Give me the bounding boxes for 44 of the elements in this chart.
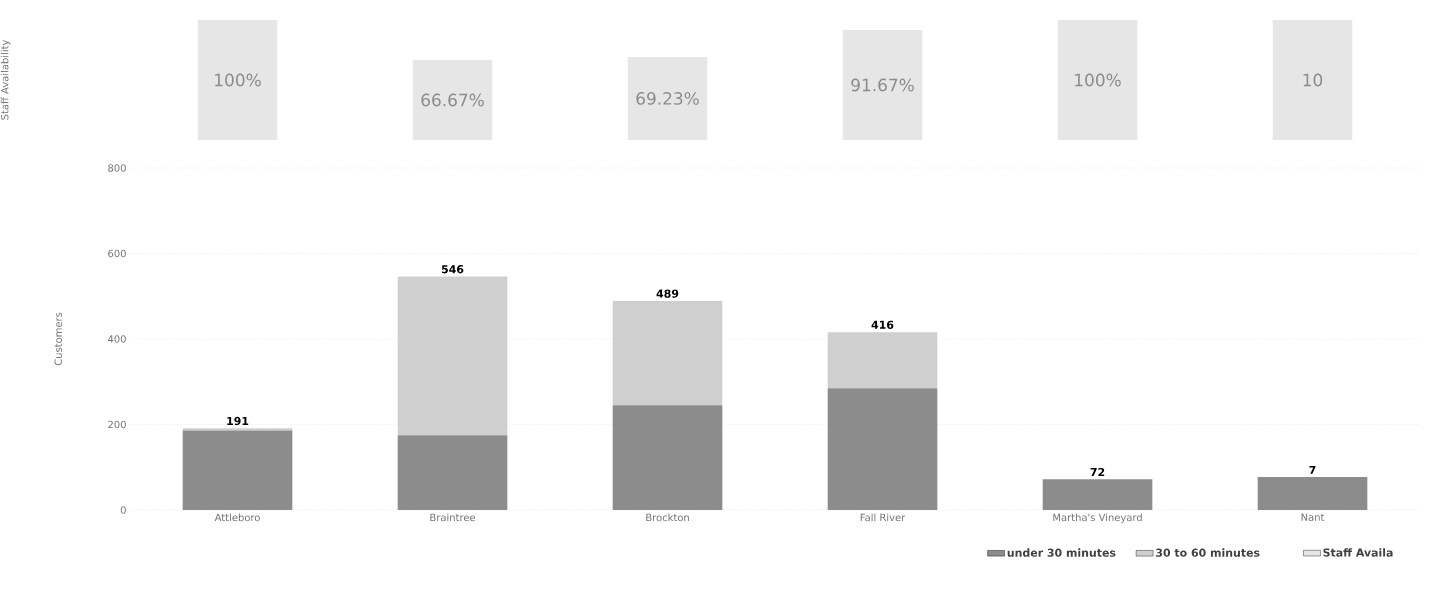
bar bbox=[827, 388, 938, 510]
y-tick-label: 800 bbox=[108, 164, 126, 172]
x-tick-label: Attleboro bbox=[214, 513, 260, 522]
total-label: 546 bbox=[441, 265, 464, 274]
bar bbox=[182, 430, 293, 510]
legend-label: under 30 minutes bbox=[1007, 548, 1116, 557]
y-tick-label: 200 bbox=[108, 420, 126, 429]
bar bbox=[182, 428, 293, 431]
bar bbox=[612, 405, 723, 510]
annotation: 7 bbox=[1309, 465, 1316, 474]
data-label: 91.67% bbox=[851, 78, 914, 92]
data-label: 69.23% bbox=[636, 92, 699, 105]
y-tick-label: 600 bbox=[108, 249, 126, 258]
bar bbox=[1057, 19, 1138, 140]
total-label: 72 bbox=[1090, 467, 1105, 477]
total-label: 191 bbox=[227, 416, 249, 426]
total-label: 489 bbox=[656, 289, 679, 298]
bar bbox=[612, 300, 723, 406]
data-label: 100% bbox=[1075, 73, 1121, 87]
x-tick-label: Brockton bbox=[646, 513, 689, 522]
x-tick-label: Nant bbox=[1301, 513, 1325, 521]
y-tick-label: 400 bbox=[107, 335, 126, 343]
data-label: 66.67% bbox=[421, 93, 484, 107]
bar bbox=[627, 56, 708, 140]
bar bbox=[412, 59, 493, 140]
y-axis-title: Staff Availability bbox=[0, 39, 11, 120]
legend-label: 30 to 60 minutes bbox=[1156, 548, 1260, 557]
bar bbox=[1272, 19, 1353, 140]
bar bbox=[827, 332, 938, 389]
bar bbox=[1042, 479, 1153, 510]
y-tick-label: 0 bbox=[120, 506, 126, 514]
y-axis-title: Customers bbox=[54, 312, 62, 366]
total-label: 416 bbox=[871, 320, 894, 329]
x-tick-label: Martha's Vineyard bbox=[1053, 513, 1142, 524]
bar bbox=[397, 276, 508, 436]
x-tick-label: Fall River bbox=[860, 513, 906, 522]
data-label: 100% bbox=[215, 73, 261, 87]
bar bbox=[842, 29, 923, 140]
legend-label: Staff Availa bbox=[1323, 548, 1393, 557]
bar bbox=[197, 19, 278, 140]
bar bbox=[1257, 477, 1368, 510]
annotation: 10 bbox=[1303, 73, 1323, 87]
x-tick-label: Braintree bbox=[430, 513, 476, 522]
bar bbox=[397, 435, 508, 510]
